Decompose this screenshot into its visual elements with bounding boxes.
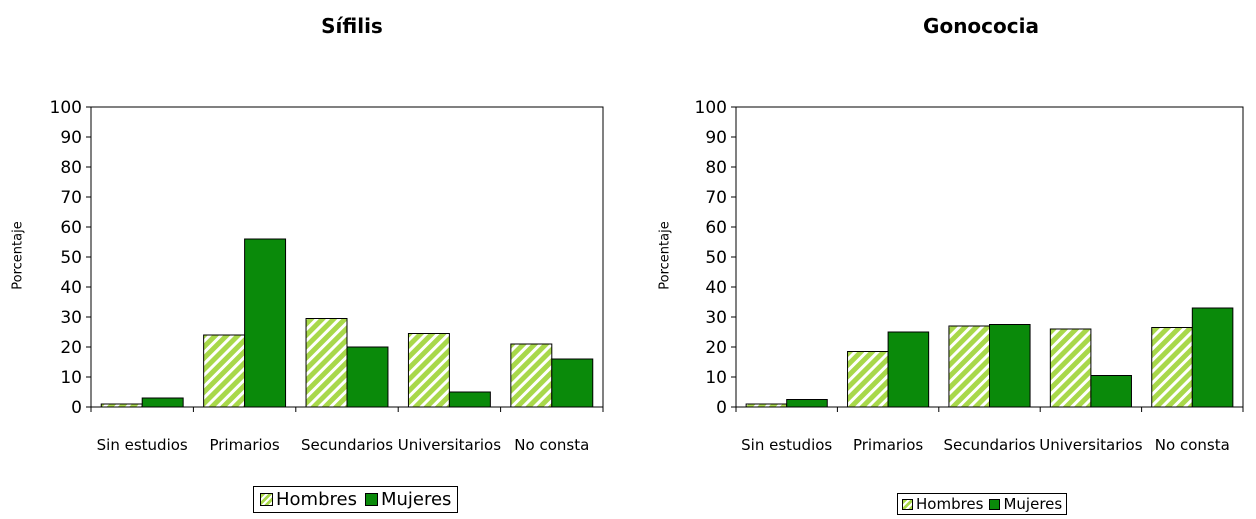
- y-tick-label: 40: [705, 278, 727, 298]
- y-tick-label: 50: [60, 248, 82, 268]
- chart-title: Sífilis: [321, 14, 383, 38]
- legend-label-mujeres: Mujeres: [380, 489, 452, 510]
- bar-mujeres-3: [1090, 375, 1132, 408]
- bar-mujeres-4: [1191, 307, 1234, 408]
- bar-hombres-3: [407, 333, 450, 408]
- y-tick-label: 30: [60, 308, 82, 328]
- bar-hombres-1: [847, 351, 889, 408]
- chart-plot: 0 10 20 30 40 50 60 70 80 90 100 Sin estudios Primar…: [50, 98, 604, 454]
- x-tick-label: No consta: [1155, 436, 1230, 454]
- legend-item-mujeres: Mujeres: [989, 495, 1062, 513]
- y-tick-label: 0: [71, 398, 82, 418]
- legend-swatch-hombres: [902, 498, 913, 510]
- bar-hombres-0: [745, 403, 788, 408]
- y-tick-label: 100: [50, 98, 82, 118]
- legend-label-hombres: Hombres: [276, 489, 357, 510]
- legend-swatch-mujeres: [989, 498, 1001, 510]
- legend-item-mujeres: Mujeres: [364, 489, 452, 510]
- y-tick-label: 70: [60, 188, 82, 208]
- y-tick-label: 60: [60, 218, 82, 238]
- y-tick-label: 80: [705, 158, 727, 178]
- legend-swatch-hombres: [260, 493, 273, 506]
- y-tick-label: 40: [60, 278, 82, 298]
- y-tick-label: 10: [705, 368, 727, 388]
- bar-mujeres-3: [448, 391, 491, 408]
- y-tick-label: 20: [60, 338, 82, 358]
- y-tick-label: 90: [705, 128, 727, 148]
- x-tick-label: Sin estudios: [741, 436, 832, 454]
- bar-mujeres-0: [141, 397, 184, 408]
- legend: Hombres Mujeres: [253, 486, 459, 513]
- bar-hombres-2: [305, 318, 348, 408]
- y-tick-label: 30: [705, 308, 727, 328]
- legend-swatch-mujeres: [364, 493, 378, 506]
- x-tick-label: Primarios: [853, 436, 923, 454]
- bar-hombres-4: [510, 343, 553, 408]
- x-tick-label: Secundarios: [301, 436, 393, 454]
- legend: Hombres Mujeres: [897, 493, 1068, 515]
- y-tick-label: 90: [60, 128, 82, 148]
- x-tick-label: Universitarios: [1039, 436, 1142, 454]
- chart-gonococia: Gonococia Porcentaje 0 10 20 30 40 50 60 70 80 90…: [628, 0, 1256, 519]
- x-tick-label: Sin estudios: [97, 436, 188, 454]
- chart-sifilis: Sífilis Porcentaje 0 10 20 30 40 50 60 70 80 90 10…: [11, 14, 604, 513]
- bar-mujeres-4: [551, 358, 594, 408]
- legend-label-mujeres: Mujeres: [1003, 495, 1063, 513]
- y-tick-label: 100: [695, 98, 727, 118]
- bar-mujeres-1: [244, 238, 287, 408]
- bar-hombres-3: [1049, 328, 1092, 408]
- bar-hombres-0: [100, 403, 143, 408]
- y-tick-label: 20: [705, 338, 727, 358]
- y-tick-label: 10: [60, 368, 82, 388]
- bar-hombres-1: [203, 334, 246, 408]
- bar-mujeres-0: [786, 399, 828, 408]
- legend-item-hombres: Hombres: [902, 495, 983, 513]
- chart-title: Gonococia: [923, 14, 1039, 38]
- y-tick-label: 60: [705, 218, 727, 238]
- legend-item-hombres: Hombres: [260, 489, 357, 510]
- x-tick-label: No consta: [514, 436, 589, 454]
- bar-mujeres-2: [346, 346, 389, 408]
- chart-plot: 0 10 20 30 40 50 60 70 80 90 100 Sin estudios Primar…: [695, 98, 1244, 454]
- y-tick-label: 70: [705, 188, 727, 208]
- bar-mujeres-1: [887, 331, 930, 408]
- x-tick-label: Secundarios: [943, 436, 1035, 454]
- x-tick-label: Primarios: [209, 436, 279, 454]
- y-tick-label: 50: [705, 248, 727, 268]
- bar-mujeres-2: [989, 324, 1031, 408]
- bar-hombres-2: [948, 325, 991, 408]
- legend-label-hombres: Hombres: [916, 495, 984, 513]
- x-tick-label: Universitarios: [398, 436, 501, 454]
- y-tick-label: 80: [60, 158, 82, 178]
- y-tick-label: 0: [716, 398, 727, 418]
- bar-hombres-4: [1151, 327, 1193, 408]
